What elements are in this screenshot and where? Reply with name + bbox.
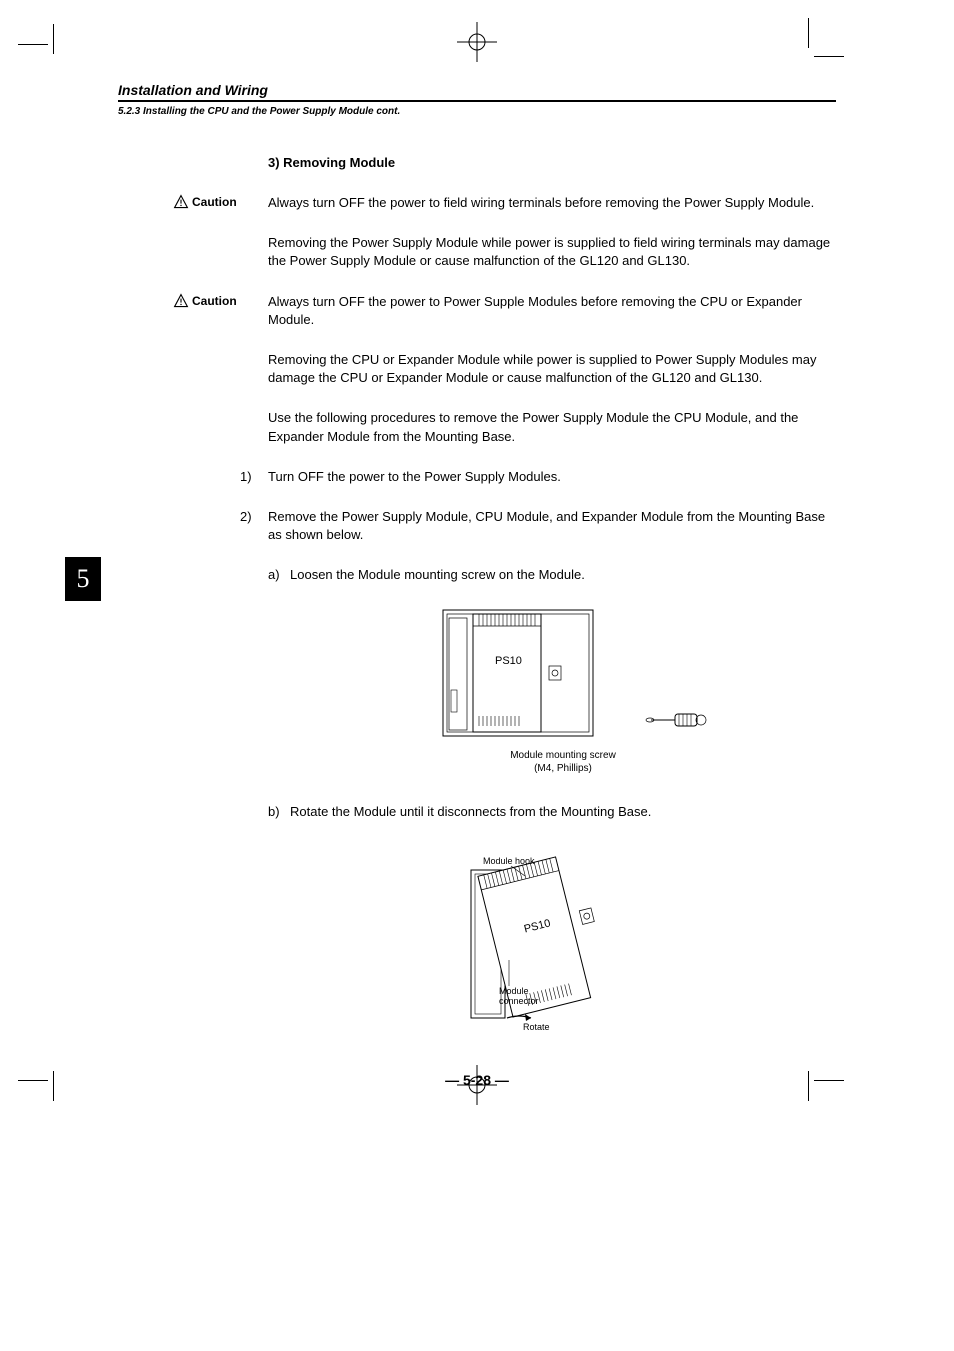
chapter-tab: 5 — [65, 557, 101, 601]
caution-note-1: Removing the Power Supply Module while p… — [268, 234, 836, 270]
crop-mark-tr — [794, 18, 844, 68]
fig2-hook-label: Module hook — [483, 856, 535, 866]
fig2-connector-l1: Module — [499, 986, 529, 996]
caution-label-text-2: Caution — [192, 294, 237, 308]
procedure-step-2: 2) Remove the Power Supply Module, CPU M… — [240, 508, 836, 1038]
screwdriver-icon — [646, 714, 706, 726]
fig1-caption: Module mounting screw (M4, Phillips) — [510, 749, 616, 775]
step-number-2: 2) — [240, 508, 268, 1038]
caution-block-2: Caution Always turn OFF the power to Pow… — [173, 293, 836, 329]
page-number: — 5-28 — — [118, 1072, 836, 1088]
substep-num-b: b) — [268, 803, 290, 1037]
substep-text-b: Rotate the Module until it disconnects f… — [290, 803, 836, 821]
warning-triangle-icon — [173, 194, 189, 210]
fig1-caption-l2: (M4, Phillips) — [510, 762, 616, 775]
caution-label-2: Caution — [173, 293, 237, 309]
caution-label-1: Caution — [173, 194, 237, 210]
caution-block-1: Caution Always turn OFF the power to fie… — [173, 194, 836, 212]
step-text-2: Remove the Power Supply Module, CPU Modu… — [268, 508, 836, 544]
crop-mark-tl — [18, 24, 68, 74]
module-mounting-diagram-icon: PS10 — [413, 604, 713, 739]
substep-a: a) Loosen the Module mounting screw on t… — [268, 566, 836, 781]
caution-text-1: Always turn OFF the power to field wirin… — [268, 194, 836, 212]
module-rotate-diagram-icon: PS10 Module hook — [453, 842, 673, 1032]
step-number-1: 1) — [240, 468, 268, 486]
fig1-ps10-label: PS10 — [495, 655, 522, 667]
caution-text-2: Always turn OFF the power to Power Suppl… — [268, 293, 836, 329]
section-reference: 5.2.3 Installing the CPU and the Power S… — [118, 106, 836, 117]
chapter-title: Installation and Wiring — [118, 82, 836, 102]
step-text-1: Turn OFF the power to the Power Supply M… — [268, 468, 836, 486]
caution-label-text-1: Caution — [192, 195, 237, 209]
warning-triangle-icon — [173, 293, 189, 309]
heading-removing-module: 3) Removing Module — [268, 155, 836, 170]
fig2-rotate-label: Rotate — [523, 1022, 550, 1032]
fig2-connector-l2: connector — [499, 996, 539, 1006]
procedure-list: 1) Turn OFF the power to the Power Suppl… — [240, 468, 836, 1038]
substep-num-a: a) — [268, 566, 290, 781]
fig1-caption-l1: Module mounting screw — [510, 749, 616, 762]
page-content: Installation and Wiring 5.2.3 Installing… — [118, 82, 836, 1088]
substep-b: b) Rotate the Module until it disconnect… — [268, 803, 836, 1037]
caution-note-2: Removing the CPU or Expander Module whil… — [268, 351, 836, 387]
crop-mark-bl — [18, 1051, 68, 1101]
figure-loosen-screw: PS10 — [290, 604, 836, 775]
registration-mark-top — [457, 22, 497, 62]
procedure-step-1: 1) Turn OFF the power to the Power Suppl… — [240, 468, 836, 486]
figure-rotate-module: PS10 Module hook — [290, 842, 836, 1032]
intro-paragraph: Use the following procedures to remove t… — [268, 409, 836, 445]
substep-text-a: Loosen the Module mounting screw on the … — [290, 566, 836, 584]
